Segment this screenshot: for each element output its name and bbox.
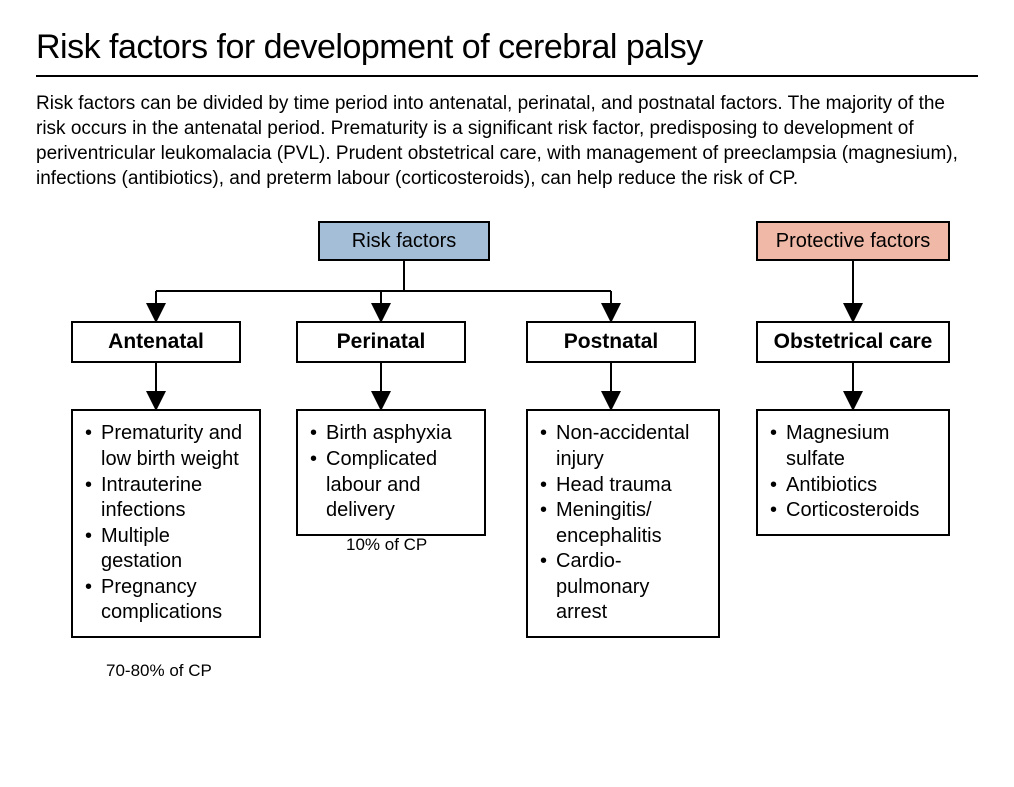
list-item: Antibiotics bbox=[768, 473, 936, 499]
antenatal-footnote: 70-80% of CP bbox=[106, 661, 212, 681]
postnatal-list: Non-accidental injuryHead traumaMeningit… bbox=[538, 421, 706, 626]
obstetrical-label: Obstetrical care bbox=[774, 330, 933, 354]
antenatal-list: Prematurity and low birth weightIntraute… bbox=[83, 421, 247, 626]
postnatal-details: Non-accidental injuryHead traumaMeningit… bbox=[526, 409, 720, 638]
risk-factors-label: Risk factors bbox=[352, 230, 456, 253]
perinatal-details: Birth asphyxiaComplicated labour and del… bbox=[296, 409, 486, 535]
list-item: Magnesium sulfate bbox=[768, 421, 936, 472]
perinatal-list: Birth asphyxiaComplicated labour and del… bbox=[308, 421, 472, 523]
risk-factors-header: Risk factors bbox=[318, 221, 490, 261]
perinatal-category: Perinatal bbox=[296, 321, 466, 363]
protective-factors-header: Protective factors bbox=[756, 221, 950, 261]
list-item: Birth asphyxia bbox=[308, 421, 472, 447]
protective-factors-label: Protective factors bbox=[776, 230, 931, 253]
list-item: Corticosteroids bbox=[768, 498, 936, 524]
list-item: Head trauma bbox=[538, 473, 706, 499]
obstetrical-details: Magnesium sulfateAntibioticsCorticostero… bbox=[756, 409, 950, 535]
list-item: Intrauterine infections bbox=[83, 473, 247, 524]
antenatal-details: Prematurity and low birth weightIntraute… bbox=[71, 409, 261, 638]
list-item: Meningitis/​encephalitis bbox=[538, 498, 706, 549]
list-item: Non-accidental injury bbox=[538, 421, 706, 472]
postnatal-label: Postnatal bbox=[564, 330, 659, 354]
list-item: Prematurity and low birth weight bbox=[83, 421, 247, 472]
antenatal-category: Antenatal bbox=[71, 321, 241, 363]
list-item: Complicated labour and delivery bbox=[308, 447, 472, 524]
list-item: Multiple gestation bbox=[83, 524, 247, 575]
page-title: Risk factors for development of cerebral… bbox=[36, 28, 978, 77]
perinatal-label: Perinatal bbox=[337, 330, 426, 354]
list-item: Pregnancy complications bbox=[83, 575, 247, 626]
intro-text: Risk factors can be divided by time peri… bbox=[36, 91, 978, 191]
perinatal-footnote: 10% of CP bbox=[346, 535, 427, 555]
obstetrical-list: Magnesium sulfateAntibioticsCorticostero… bbox=[768, 421, 936, 523]
antenatal-label: Antenatal bbox=[108, 330, 204, 354]
obstetrical-category: Obstetrical care bbox=[756, 321, 950, 363]
postnatal-category: Postnatal bbox=[526, 321, 696, 363]
flowchart-diagram: Risk factors Protective factors Antenata… bbox=[36, 221, 978, 741]
list-item: Cardio-pulmonary arrest bbox=[538, 549, 706, 626]
